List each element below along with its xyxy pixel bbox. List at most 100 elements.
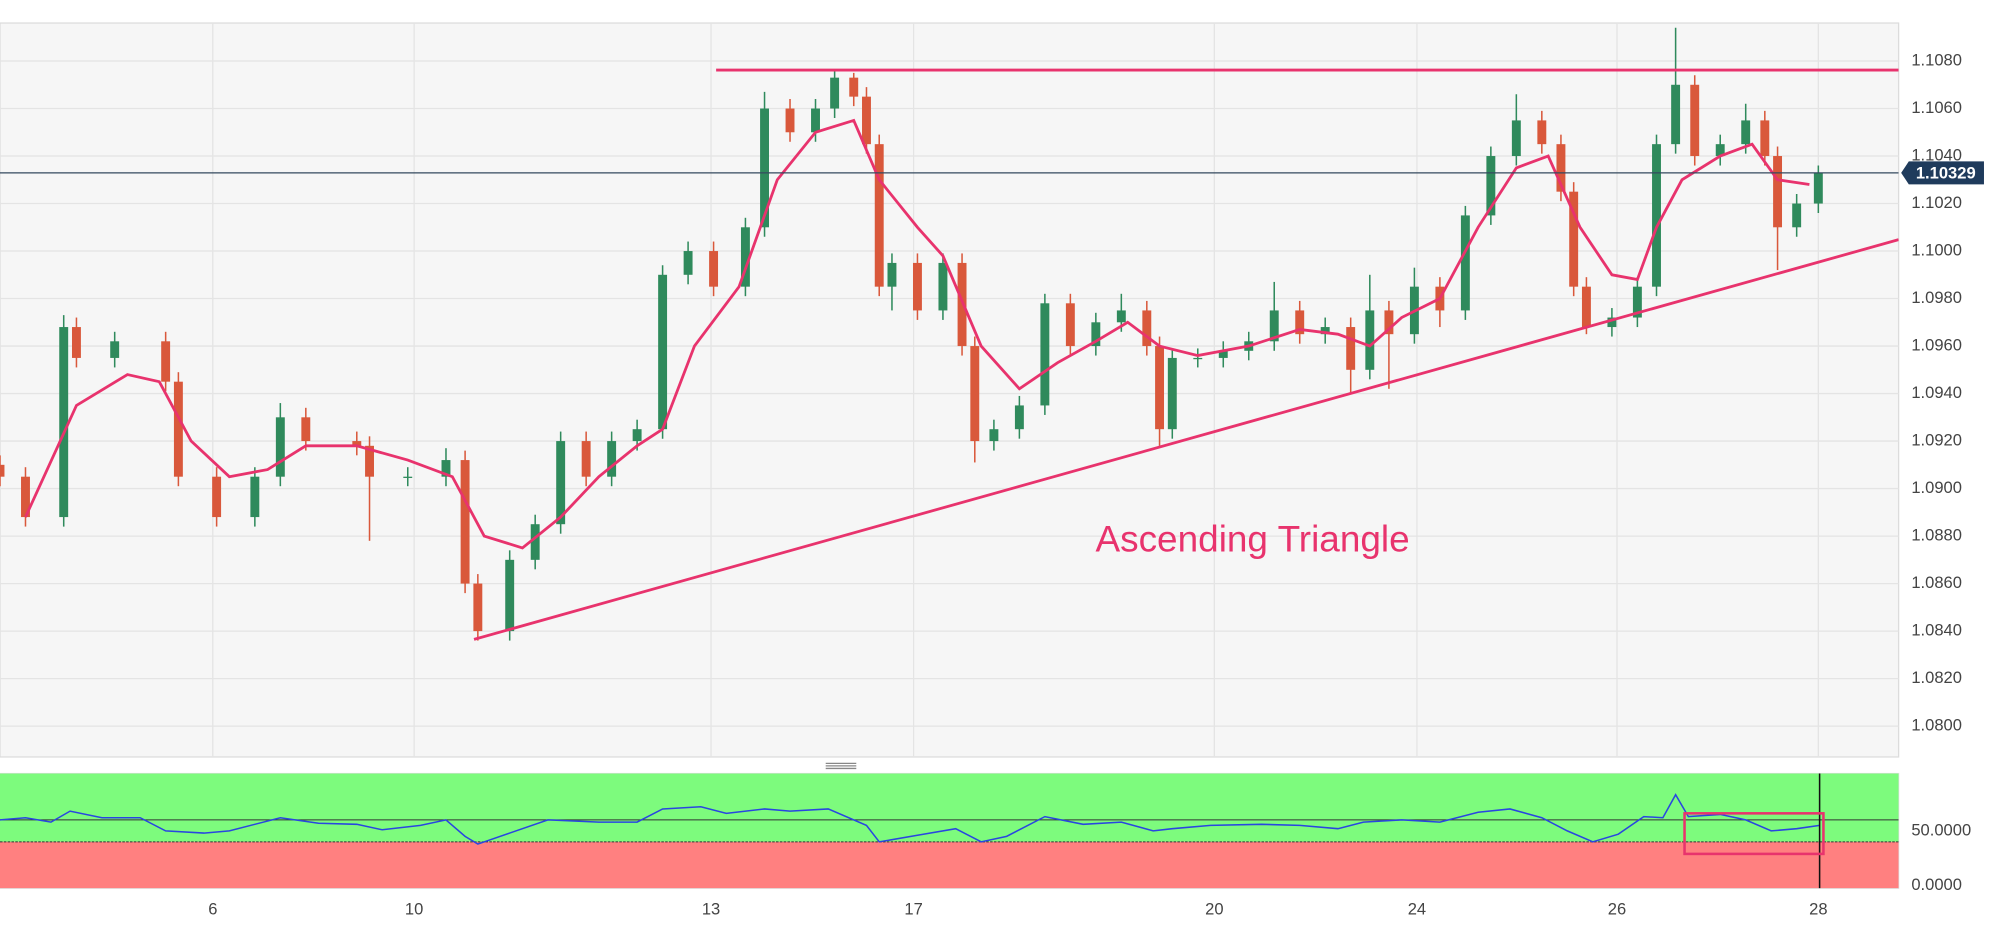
x-tick-label: 10 [405, 899, 423, 918]
x-tick-label: 26 [1608, 899, 1626, 918]
candle-body [811, 108, 820, 133]
candle-body [683, 251, 693, 275]
y-tick-label: 1.1060 [1911, 98, 1962, 117]
candle-body [1760, 120, 1770, 157]
x-tick-label: 13 [702, 899, 720, 918]
trendline [473, 238, 1899, 641]
last-price-label: 1.10329 [1916, 164, 1976, 183]
last-price-tag [1901, 161, 1984, 185]
y-tick-label: 1.0940 [1911, 383, 1962, 402]
candle-body [59, 327, 69, 518]
y-tick-label: 1.1080 [1911, 50, 1962, 69]
candle-body [365, 445, 374, 477]
candle-body [1671, 84, 1681, 145]
candle-body [1365, 310, 1375, 370]
y-tick-label: 1.0840 [1911, 620, 1962, 639]
candle-body [71, 327, 81, 358]
x-tick-label: 17 [904, 899, 922, 918]
candle-body [989, 429, 999, 442]
lower-zone [0, 841, 1899, 889]
candle-body [1690, 84, 1700, 157]
candle-body [505, 559, 515, 632]
candle-body [632, 429, 642, 442]
y-tick-label: 1.0920 [1911, 430, 1962, 449]
candle-body [0, 464, 5, 477]
candle-body [110, 341, 120, 358]
x-tick-label: 20 [1205, 899, 1223, 918]
candle-body [301, 417, 311, 442]
candle-body [1167, 357, 1177, 430]
x-tick-label: 24 [1408, 899, 1426, 918]
highlight-box [1683, 812, 1825, 856]
candle-body [1652, 144, 1661, 287]
x-tick-label: 6 [208, 899, 217, 918]
main-panel [0, 22, 1900, 758]
candle-body [849, 77, 859, 97]
candle-body [581, 441, 591, 477]
candle-body [830, 77, 840, 109]
candle-body [441, 460, 451, 477]
candle-body [874, 144, 884, 287]
candle-body [1142, 310, 1152, 347]
candle-body [658, 274, 668, 430]
y-tick-label: 1.0960 [1911, 335, 1962, 354]
candle-body [970, 346, 980, 442]
y-tick-label: 1.0800 [1911, 715, 1962, 734]
candle-body [1792, 203, 1802, 228]
candle-body [785, 108, 795, 133]
candle-body [760, 108, 770, 228]
candle-body [556, 441, 566, 525]
candle-body [1193, 357, 1203, 360]
candle-body [403, 476, 413, 478]
y-tick-label: 1.0820 [1911, 668, 1962, 687]
y-tick-label: 1.0880 [1911, 525, 1962, 544]
indicator-tick-label: 50.0000 [1911, 820, 1971, 839]
candle-body [1155, 346, 1165, 430]
upper-zone [0, 773, 1899, 842]
candle-body [1813, 172, 1823, 204]
panel-resize-handle[interactable] [823, 760, 859, 771]
candle-body [938, 262, 948, 311]
candle-body [740, 227, 750, 287]
candle-body [887, 262, 897, 287]
candle-body [173, 381, 183, 477]
candle-body [352, 441, 362, 446]
candle-body [212, 476, 222, 518]
candle-body [1511, 120, 1521, 157]
candle-body [912, 262, 922, 311]
candle-body [1065, 303, 1075, 347]
y-tick-label: 1.0900 [1911, 478, 1962, 497]
candle-body [862, 96, 871, 145]
candle-body [1320, 327, 1330, 335]
candle-body [1537, 120, 1547, 145]
candle-body [1218, 350, 1228, 358]
candle-body [1269, 310, 1279, 342]
candle-body [1460, 215, 1470, 311]
candle-body [1384, 310, 1394, 335]
candle-body [1715, 144, 1725, 157]
candle-body [275, 417, 285, 477]
candle-body [1773, 156, 1783, 228]
candle-body [1607, 317, 1617, 328]
y-tick-label: 1.0860 [1911, 573, 1962, 592]
candle-body [530, 524, 540, 560]
candle-body [607, 441, 617, 477]
x-tick-label: 28 [1809, 899, 1827, 918]
candle-body [1569, 191, 1579, 287]
candle-body [709, 251, 719, 287]
candle-body [1486, 156, 1496, 216]
y-tick-label: 1.1020 [1911, 193, 1962, 212]
annotation: Ascending Triangle [1095, 518, 1409, 559]
candle-body [1014, 405, 1024, 430]
indicator-line [0, 793, 1820, 845]
indicator-tick-label: 0.0000 [1911, 875, 1962, 894]
candle-body [161, 341, 171, 382]
candle-body [250, 476, 260, 518]
candle-body [473, 583, 483, 632]
candle-body [1091, 322, 1101, 347]
moving-average [24, 118, 1810, 550]
y-tick-label: 1.1000 [1911, 240, 1962, 259]
candle-body [1116, 310, 1126, 323]
